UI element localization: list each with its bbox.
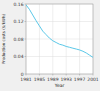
y-tick-label: 0.16 <box>13 2 23 7</box>
x-tick-label: 1989 <box>47 77 59 82</box>
plot-frame <box>26 4 93 74</box>
y-tick-label: 0 <box>21 72 24 77</box>
grid-line-y <box>26 39 93 40</box>
x-tick <box>79 74 80 76</box>
x-tick-label: 1993 <box>60 77 72 82</box>
grid-line-y <box>26 56 93 57</box>
chart-container: 198119851989199319972001 0 0.04 0.08 0.12 0.1… <box>0 0 100 91</box>
y-tick-label: 0.04 <box>13 54 23 59</box>
y-axis-label: Production costs ($/kWh) <box>1 14 6 64</box>
grid-line-x <box>39 4 40 74</box>
line <box>26 5 93 58</box>
x-tick <box>66 74 67 76</box>
y-tick <box>25 74 27 75</box>
grid <box>26 4 93 74</box>
y-tick <box>25 56 27 57</box>
x-tick <box>93 74 94 76</box>
series-group <box>26 5 93 58</box>
x-tick-label: 1981 <box>20 77 32 82</box>
grid-line-x <box>66 4 67 74</box>
axes: 198119851989199319972001 0 0.04 0.08 0.12 0.1… <box>13 2 98 82</box>
y-tick-label: 0.08 <box>13 37 23 42</box>
chart: 198119851989199319972001 0 0.04 0.08 0.12 0.1… <box>0 0 100 91</box>
x-tick <box>26 74 27 76</box>
x-tick-label: 1997 <box>74 77 86 82</box>
x-tick <box>52 74 53 76</box>
y-tick <box>25 21 27 22</box>
y-tick <box>25 4 27 5</box>
plot-area <box>26 4 93 74</box>
x-tick-label: 2001 <box>87 77 99 82</box>
y-tick-label: 0.12 <box>13 19 23 24</box>
x-tick-label: 1985 <box>34 77 46 82</box>
y-tick <box>25 39 27 40</box>
x-tick <box>39 74 40 76</box>
grid-line-x <box>52 4 53 74</box>
grid-line-x <box>79 4 80 74</box>
x-axis-label: Year <box>54 83 65 88</box>
